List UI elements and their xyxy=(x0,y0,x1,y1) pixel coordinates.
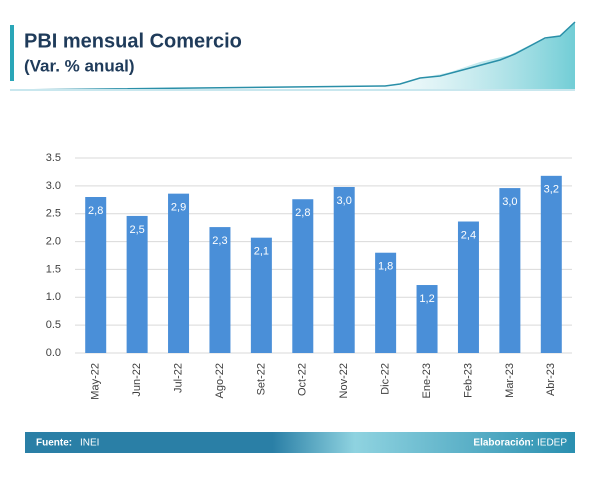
x-tick-label: Set-22 xyxy=(255,363,267,395)
value-label: 2,8 xyxy=(295,207,310,219)
x-tick-label: Feb-23 xyxy=(462,363,474,398)
bar xyxy=(416,285,438,353)
title-accent xyxy=(10,25,14,81)
bar xyxy=(209,227,231,353)
footer-source: INEI xyxy=(80,438,99,449)
footer-bar xyxy=(25,432,575,453)
x-tick-label: Abr-23 xyxy=(545,363,557,396)
value-label: 2,5 xyxy=(129,224,144,236)
value-label: 1,8 xyxy=(378,261,393,273)
y-tick-label: 3.0 xyxy=(46,180,61,192)
header-decoration xyxy=(355,22,575,90)
x-tick-label: May-22 xyxy=(90,363,102,400)
value-label: 1,2 xyxy=(419,293,434,305)
chart-subtitle: (Var. % anual) xyxy=(24,56,135,75)
value-label: 2,9 xyxy=(171,202,186,214)
bar xyxy=(375,252,397,353)
bar xyxy=(540,175,562,353)
value-label: 2,4 xyxy=(461,229,476,241)
header-line xyxy=(9,21,576,91)
bar xyxy=(499,188,521,353)
footer-credit: IEDEP xyxy=(537,438,567,449)
value-label: 3,2 xyxy=(544,184,559,196)
y-tick-label: 0.0 xyxy=(46,347,61,359)
chart-title: PBI mensual Comercio xyxy=(24,30,242,52)
x-tick-label: Ene-23 xyxy=(421,363,433,398)
bar xyxy=(168,193,190,353)
x-tick-label: Ago-22 xyxy=(214,363,226,398)
bar xyxy=(250,237,272,353)
footer-credit-label: Elaboración: xyxy=(473,438,534,449)
value-label: 3,0 xyxy=(337,195,352,207)
footer-source-label: Fuente: xyxy=(36,438,72,449)
value-label: 2,1 xyxy=(254,246,269,258)
x-tick-label: Jul-22 xyxy=(172,363,184,393)
x-tick-label: Nov-22 xyxy=(338,363,350,398)
bar xyxy=(333,186,355,353)
y-tick-label: 3.5 xyxy=(46,152,61,164)
x-tick-label: Oct-22 xyxy=(297,363,309,396)
x-tick-label: Jun-22 xyxy=(131,363,143,397)
x-tick-label: Dic-22 xyxy=(380,363,392,395)
x-tick-label: Mar-23 xyxy=(504,363,516,398)
bar xyxy=(126,215,148,353)
y-tick-label: 1.0 xyxy=(46,291,61,303)
y-tick-label: 2.5 xyxy=(46,208,61,220)
y-tick-label: 2.0 xyxy=(46,235,61,247)
value-label: 3,0 xyxy=(502,196,517,208)
bar xyxy=(85,197,107,353)
y-tick-label: 0.5 xyxy=(46,319,61,331)
value-label: 2,3 xyxy=(212,235,227,247)
y-tick-label: 1.5 xyxy=(46,263,61,275)
value-label: 2,8 xyxy=(88,205,103,217)
bar xyxy=(457,221,479,353)
bar xyxy=(292,199,314,353)
